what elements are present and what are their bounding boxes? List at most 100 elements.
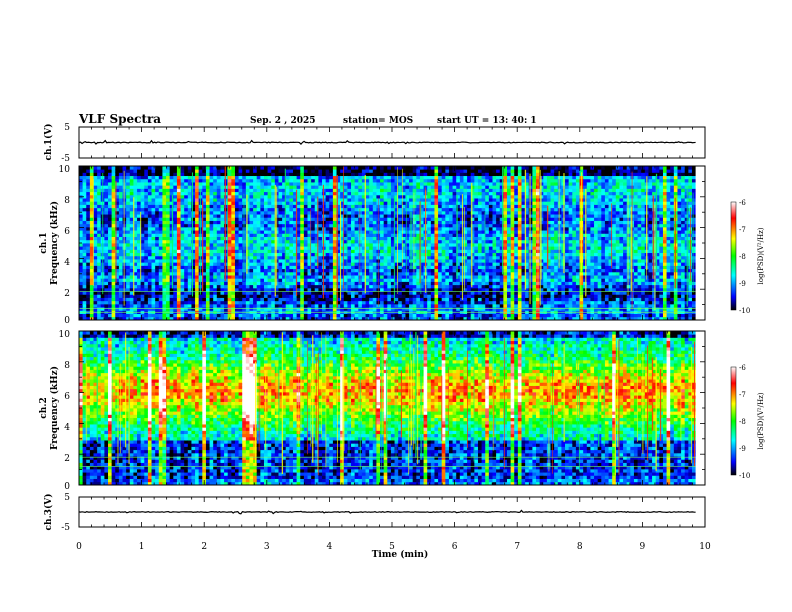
spectrogram-cell [187,300,192,305]
spectrogram-cell [104,230,109,234]
spectrogram-cell [166,300,171,305]
spectrogram-cell [126,194,131,199]
spectrogram-cell [376,178,381,183]
spectrogram-cell [369,198,374,202]
spectrogram-cell [347,166,352,170]
spectrogram-cell [303,278,308,282]
spectrogram-cell [260,294,265,298]
spectrogram-cell [245,303,250,308]
spectrogram-cell [336,201,341,205]
spectrogram-cell [365,249,370,254]
spectrogram-cell [329,246,334,250]
spectrogram-cell [267,265,272,270]
spectrogram-cell [336,230,341,234]
spectrogram-cell [173,300,178,305]
spectrogram-cell [169,236,174,241]
spectrogram-cell [231,284,236,289]
spectrogram-cell [104,278,109,282]
spectrogram-cell [202,249,207,254]
spectrogram-cell [390,230,395,234]
spectrogram-cell [260,287,265,292]
spectrogram-cell [82,294,87,298]
spectrogram-cell [122,223,127,228]
spectrogram-cell [322,297,327,302]
spectrogram-cell [158,252,163,257]
spectrogram-cell [438,201,443,205]
ch1-ytick-bottom: -5 [61,154,70,164]
spectrogram-cell [343,291,348,295]
spectrogram-cell [158,226,163,231]
spectrogram-cell [282,284,287,289]
spectrogram-cell [347,223,352,228]
spectrogram-cell [118,223,123,228]
spectrogram-cell [129,252,134,257]
spectrogram-cell [224,178,229,183]
spectrogram-cell [343,172,348,177]
spectrogram-cell [329,198,334,202]
spectrogram-cell [325,236,330,241]
spectrogram-cell [314,300,319,305]
spectrogram-cell [409,207,414,212]
spectrogram-cell [369,300,374,305]
spectrogram-cell [97,230,102,234]
spectrogram-cell [224,307,229,311]
spectrogram-cell [118,220,123,225]
spectrogram-cell [282,210,287,215]
spectrogram-cell [176,262,181,266]
spectrogram-cell [340,169,345,173]
spectrogram-cell [126,316,131,320]
spectrogram-cell [169,275,174,279]
spectrogram-cell [245,204,250,209]
spectrogram-cell [205,265,210,270]
spectrogram-cell [166,233,171,237]
spectrogram-cell [383,217,388,221]
spectrogram-cell [361,268,366,273]
spectrogram-cell [438,182,443,186]
spectrogram-cell [205,201,210,205]
spectrogram-cell [340,198,345,202]
spectrogram-cell [300,246,305,250]
spectrogram-cell [347,275,352,279]
spectrogram-cell [224,182,229,186]
spectrogram-cell [209,287,214,292]
spectrogram-cell [398,243,403,247]
spectrogram-cell [209,201,214,205]
spectrogram-cell [282,287,287,292]
spectrogram-cell [343,226,348,231]
spectrogram-cell [300,230,305,234]
spectrogram-cell [158,246,163,250]
spectrogram-cell [351,201,356,205]
spectrogram-cell [336,214,341,218]
spectrogram-cell [401,307,406,311]
spectrogram-cell [358,300,363,305]
spectrogram-cell [253,262,258,266]
spectrogram-cell [191,214,196,218]
spectrogram-cell [213,233,218,237]
spectrogram-cell [383,246,388,250]
spectrogram-cell [79,278,84,282]
spectrogram-cell [311,281,316,286]
spectrogram-cell [213,220,218,225]
spectrogram-cell [416,284,421,289]
spectrogram-cell [180,217,185,221]
spectrogram-cell [441,287,446,292]
spectrogram-cell [409,185,414,189]
spectrogram-cell [434,178,439,183]
spectrogram-cell [380,294,385,298]
spectrogram-cell [329,275,334,279]
spectrogram-cell [387,166,392,170]
spectrogram-cell [361,172,366,177]
spectrogram-cell [361,246,366,250]
spectrogram-cell [340,249,345,254]
spectrogram-cell [347,233,352,237]
spectrogram-cell [184,230,189,234]
spectrogram-cell [220,255,225,260]
spectrogram-cell [445,281,450,286]
spectrogram-cell [296,278,301,282]
spectrogram-cell [180,236,185,241]
spectrogram-cell [79,188,84,193]
spectrogram-cell [216,268,221,273]
spectrogram-cell [318,175,323,180]
spectrogram-cell [289,275,294,279]
spectrogram-cell [238,313,243,318]
